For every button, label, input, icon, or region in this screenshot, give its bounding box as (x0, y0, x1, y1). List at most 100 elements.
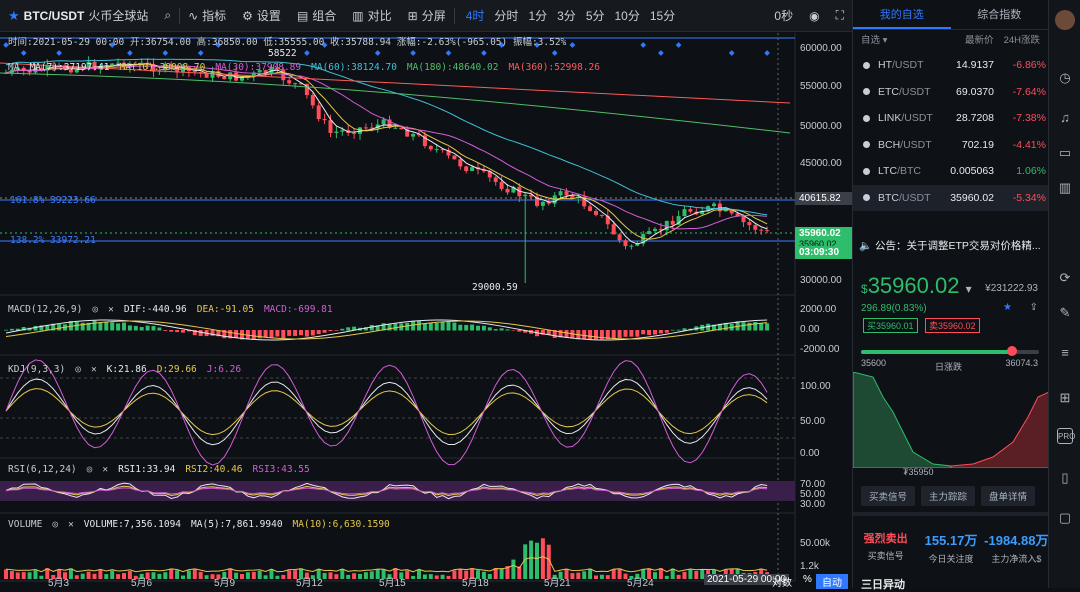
divider (179, 7, 181, 24)
camera-icon[interactable]: ◉ (809, 8, 820, 23)
timeframe-0[interactable]: 4时 (465, 9, 485, 23)
timeframe-2[interactable]: 1分 (528, 9, 548, 23)
kdj-axis-tick: 50.00 (800, 416, 826, 427)
combo-button[interactable]: ▤ 组合 (289, 0, 344, 32)
candle-body (334, 131, 339, 133)
volume-bar (735, 568, 740, 579)
settings-button[interactable]: ⚙ 设置 (234, 0, 289, 32)
volume-bar (346, 574, 351, 579)
scale-mode-percent[interactable]: % (803, 574, 812, 585)
announcement[interactable]: 🔈 公告：关于调整ETP交易对价格精... (859, 238, 1041, 253)
chart-icon[interactable]: ▥ (1058, 180, 1072, 195)
macd-bar (234, 330, 239, 339)
macd-bar (759, 323, 764, 331)
candle-body (635, 243, 640, 246)
macd-value: MACD:-699.81 (263, 304, 333, 315)
feature-button-1[interactable]: 主力踪踪 (921, 486, 976, 506)
refresh-icon[interactable]: ⟳ (1059, 270, 1071, 285)
candle-body (629, 245, 634, 247)
timeframe-5[interactable]: 10分 (614, 9, 640, 23)
feature-button-2[interactable]: 盘单详情 (981, 486, 1036, 506)
close-icon[interactable]: ✕ (108, 304, 114, 315)
pencil-icon[interactable]: ✎ (1059, 305, 1071, 320)
eye-icon[interactable]: ◎ (52, 519, 59, 530)
feature-button-0[interactable]: 买卖信号 (861, 486, 916, 506)
candle-body (399, 127, 404, 130)
attention-value: 155.17万 (924, 533, 978, 548)
price-change: 296.89(0.83%) (861, 303, 927, 314)
candle-body (192, 71, 197, 73)
macd-bar (546, 330, 551, 335)
candle-body (293, 83, 298, 85)
watchlist-row[interactable]: LTC/BTC 0.005063 1.06% (853, 158, 1048, 185)
chart-area[interactable]: 时间:2021-05-29 00:00 开:36754.00 高:36850.0… (0, 33, 852, 588)
document-icon[interactable]: ▭ (1058, 145, 1072, 160)
share-icon[interactable]: ⇪ (1029, 302, 1038, 313)
phone-icon[interactable]: ▯ (1061, 470, 1069, 485)
eye-icon[interactable]: ◎ (86, 464, 93, 475)
pair-price: 0.005063 (950, 165, 994, 178)
close-icon[interactable]: ✕ (102, 464, 109, 475)
eye-icon[interactable]: ◎ (92, 304, 99, 315)
fullscreen-icon[interactable]: ⛶ (835, 8, 844, 22)
pair-change: -4.41% (1012, 138, 1046, 151)
candle-body (558, 191, 563, 196)
search-icon[interactable]: ⌕ (164, 8, 172, 22)
signal-diamond (551, 50, 558, 56)
scale-mode-log[interactable]: 对数 (772, 578, 792, 589)
candle-body (251, 72, 256, 77)
split-screen-button[interactable]: ⊞ 分屏 (400, 0, 454, 32)
watchlist-row[interactable]: HT/USDT 14.9137 -6.86% (853, 52, 1048, 79)
volume-bar (493, 568, 498, 579)
volume-bar (33, 570, 38, 579)
favorite-star-icon[interactable]: ★ (1003, 302, 1012, 313)
close-icon[interactable]: ✕ (90, 364, 97, 375)
kdj-title: KDJ(9,3,3) (8, 364, 66, 375)
rsi-legend: RSI(6,12,24) ◎ ✕ RSI1:33.94 RSI2:40.46 RS… (8, 464, 310, 475)
price-axis-tick: 60000.00 (800, 43, 842, 54)
list-icon[interactable]: ≡ (1061, 345, 1069, 360)
indicators-icon: ∿ (188, 8, 199, 23)
timeframe-1[interactable]: 分时 (494, 9, 519, 23)
col-change[interactable]: 24H涨跌 (1003, 35, 1040, 46)
symbol-selector[interactable]: ★ BTC/USDT 火币全球站 (0, 0, 156, 32)
tab-my-watchlist[interactable]: 我的自选 (853, 0, 951, 29)
scale-mode-auto[interactable]: 自动 (816, 574, 848, 589)
indicators-button[interactable]: ∿ 指标 (180, 0, 234, 32)
close-icon[interactable]: ✕ (68, 519, 74, 530)
depth-chart[interactable] (853, 372, 1049, 468)
watchlist-row[interactable]: BCH/USDT 702.19 -4.41% (853, 132, 1048, 159)
avatar[interactable] (1055, 10, 1075, 30)
clock-icon[interactable]: ◷ (1059, 70, 1071, 85)
watchlist-row[interactable]: BTC/USDT 35960.02 -5.34% (853, 184, 1048, 211)
volume-bar (175, 570, 180, 579)
chevron-down-icon[interactable]: ▾ (965, 282, 972, 296)
macd-bar (110, 322, 115, 331)
tablet-icon[interactable]: ▢ (1058, 510, 1072, 525)
grid-icon[interactable]: ⊞ (1059, 390, 1071, 405)
chart-canvas[interactable] (0, 33, 852, 588)
macd-bar (210, 330, 215, 336)
range-label: 日涨跌 (935, 362, 963, 372)
pro-icon[interactable]: PRO (1057, 428, 1075, 444)
watchlist-row[interactable]: LINK/USDT 28.7208 -7.38% (853, 105, 1048, 132)
volume-bar (452, 570, 457, 579)
candle-body (505, 188, 510, 193)
col-price[interactable]: 最新价 (965, 35, 994, 46)
timeframe-4[interactable]: 5分 (585, 9, 605, 23)
macd-bar (363, 327, 368, 331)
eye-icon[interactable]: ◎ (75, 364, 81, 375)
tab-composite-index[interactable]: 综合指数 (977, 9, 1022, 21)
bell-icon[interactable]: ♫ (1060, 110, 1070, 125)
volume-bar (257, 570, 262, 579)
watchlist-row[interactable]: ETC/USDT 69.0370 -7.64% (853, 79, 1048, 106)
candle-body (139, 62, 144, 65)
candle-body (21, 67, 26, 71)
candle-body (86, 61, 91, 70)
favorite-star-icon[interactable]: ★ (8, 7, 20, 23)
watchlist-filter-dropdown[interactable]: 自选 ▾ (861, 30, 887, 52)
compare-button[interactable]: ▥ 对比 (344, 0, 399, 32)
ma10-value: MA(10):38008.70 (119, 62, 206, 73)
timeframe-3[interactable]: 3分 (557, 9, 576, 23)
timeframe-6[interactable]: 15分 (649, 9, 676, 23)
